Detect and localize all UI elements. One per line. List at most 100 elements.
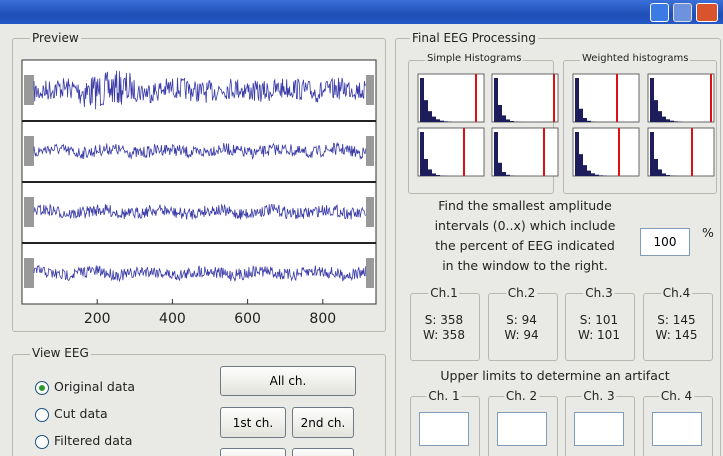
x-tick-label: 600 — [234, 311, 261, 327]
limit-input[interactable] — [574, 412, 624, 446]
x-tick-label: 800 — [309, 311, 336, 327]
hist-bar — [587, 121, 591, 122]
simple-value: S: 358 — [425, 313, 463, 327]
hist-bar — [658, 111, 662, 122]
edge-artifact — [366, 136, 374, 166]
hist-bar — [575, 132, 579, 176]
edge-artifact — [366, 258, 374, 288]
hist-bar — [428, 111, 432, 122]
instruction-line: in the window to the right. — [442, 258, 608, 273]
preview-title: Preview — [30, 31, 81, 45]
close-button[interactable] — [696, 3, 718, 22]
weighted-value: W: 145 — [656, 328, 698, 342]
channel-name: Ch.1 — [428, 286, 459, 300]
weighted-value: W: 358 — [423, 328, 465, 342]
hist-bar — [424, 100, 428, 122]
edge-artifact — [24, 136, 34, 166]
title-bar — [0, 0, 723, 24]
edge-artifact — [24, 75, 34, 105]
hist-bar — [666, 175, 670, 176]
hist-bar — [674, 121, 678, 122]
percent-unit: % — [702, 225, 714, 240]
hist-bar — [494, 78, 498, 122]
hist-bar — [650, 78, 654, 122]
channel-name: Ch.2 — [506, 286, 537, 300]
radio-button[interactable] — [35, 408, 49, 422]
hist-bar — [670, 121, 674, 122]
channel-box — [410, 293, 480, 361]
eeg-plot: 200 400 600 800 — [20, 58, 378, 328]
instruction-line: Find the smallest amplitude — [438, 198, 612, 213]
radio-button[interactable] — [35, 435, 49, 449]
channel-name: Ch.4 — [661, 286, 692, 300]
minimize-button[interactable] — [650, 3, 669, 22]
hist-bar — [424, 159, 428, 176]
hist-bar — [666, 119, 670, 122]
hist-bar — [591, 173, 595, 176]
hist-bar — [506, 119, 510, 122]
simple-value: S: 94 — [506, 313, 537, 327]
hist-bar — [579, 109, 583, 122]
simple-value: S: 145 — [657, 313, 695, 327]
all-channels-button[interactable]: All ch. — [220, 366, 356, 396]
percent-input[interactable]: 100 — [640, 228, 690, 256]
hist-bar — [498, 105, 502, 122]
edge-artifact — [366, 197, 374, 227]
hist-bar — [432, 173, 436, 176]
hist-bar — [650, 132, 654, 176]
weighted-hist-title: Weighted histograms — [580, 53, 690, 64]
button[interactable] — [292, 448, 354, 456]
hist-bar — [498, 163, 502, 176]
hist-bar — [502, 115, 506, 122]
hist-bar — [662, 173, 666, 176]
x-tick-label: 200 — [84, 311, 111, 327]
view-eeg-title: View EEG — [30, 346, 91, 360]
hist-bar — [420, 78, 424, 122]
hist-bar — [420, 132, 424, 176]
weighted-value: W: 101 — [578, 328, 620, 342]
hist-bar — [440, 121, 444, 122]
instruction-line: intervals (0..x) which include — [435, 218, 616, 233]
hist-bar — [436, 175, 440, 176]
limit-input[interactable] — [652, 412, 702, 446]
channel-box — [488, 293, 558, 361]
hist-bar — [587, 171, 591, 176]
limit-input[interactable] — [497, 412, 547, 446]
radio-label: Filtered data — [54, 433, 132, 448]
hist-bar — [510, 121, 514, 122]
hist-bar — [583, 118, 587, 122]
limit-name: Ch. 4 — [659, 389, 694, 403]
window: Preview 200 400 600 800 View EEG All ch. 1s… — [0, 0, 723, 456]
limit-name: Ch. 1 — [426, 389, 461, 403]
hist-bar — [506, 175, 510, 176]
limits-title: Upper limits to determine an artifact — [440, 368, 669, 383]
hist-bar — [444, 121, 448, 122]
processing-title: Final EEG Processing — [410, 31, 538, 45]
hist-bar — [658, 169, 662, 176]
hist-bar — [428, 169, 432, 176]
radio-button[interactable] — [35, 381, 49, 395]
edge-artifact — [366, 75, 374, 105]
hist-bar — [654, 100, 658, 122]
channel-box — [565, 293, 635, 361]
first-channel-button[interactable]: 1st ch. — [220, 407, 286, 438]
hist-bar — [662, 117, 666, 122]
limit-name: Ch. 2 — [504, 389, 539, 403]
hist-bar — [595, 175, 599, 176]
limit-input[interactable] — [419, 412, 469, 446]
hist-bar — [502, 172, 506, 176]
hist-bar — [599, 175, 603, 176]
hist-bar — [575, 78, 579, 122]
edge-artifact — [24, 258, 34, 288]
button[interactable] — [220, 448, 286, 456]
histograms — [408, 70, 718, 190]
hist-bar — [654, 159, 658, 176]
second-channel-button[interactable]: 2nd ch. — [292, 407, 354, 438]
simple-value: S: 101 — [580, 313, 618, 327]
hist-bar — [494, 132, 498, 176]
weighted-value: W: 94 — [504, 328, 538, 342]
simple-hist-title: Simple Histograms — [425, 53, 523, 64]
maximize-button[interactable] — [673, 3, 692, 22]
hist-bar — [583, 165, 587, 176]
x-tick-label: 400 — [159, 311, 186, 327]
